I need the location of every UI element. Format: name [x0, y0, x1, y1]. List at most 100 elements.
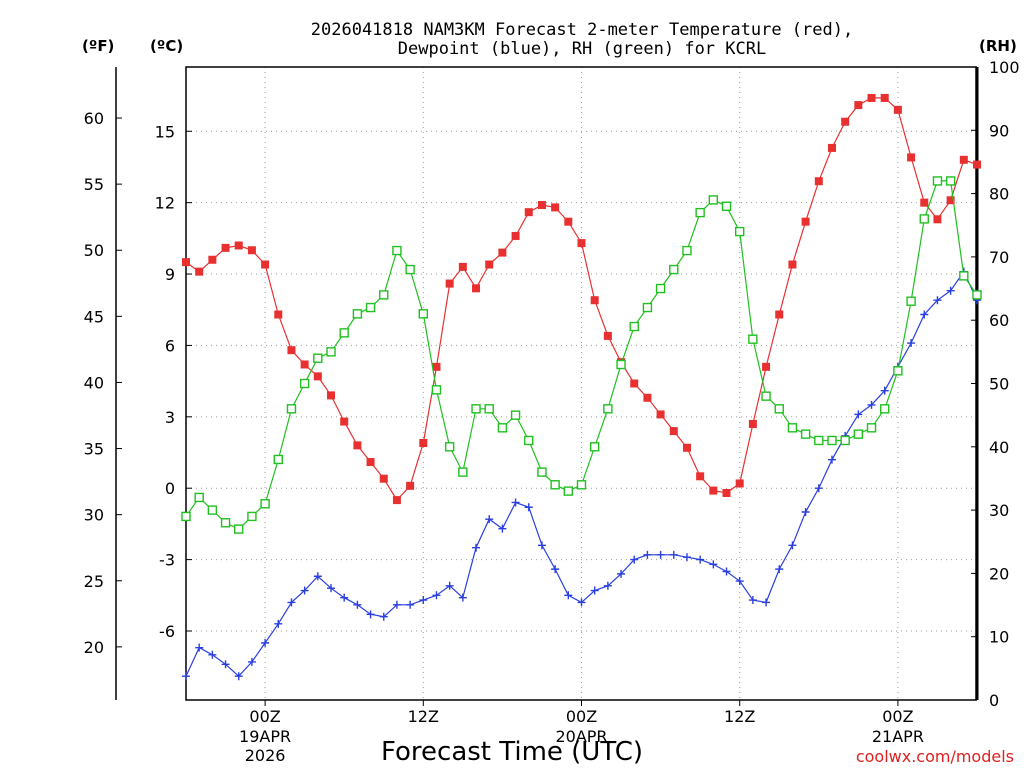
- temperature-point: [827, 143, 836, 152]
- temperature-series-line: [185, 97, 978, 502]
- temperature-point: [419, 438, 428, 447]
- rh-point: [880, 404, 890, 414]
- x-tick-label: 12Z: [724, 707, 755, 726]
- temperature-point: [775, 310, 784, 319]
- series-layer: [181, 93, 982, 681]
- rh-point: [629, 321, 639, 332]
- fahrenheit-tick-label: 60: [84, 109, 104, 128]
- temperature-point: [630, 379, 639, 388]
- rh-point: [840, 435, 850, 446]
- temperature-point: [406, 481, 415, 490]
- fahrenheit-tick-label: 35: [84, 440, 104, 459]
- dewpoint-point: [221, 660, 230, 669]
- dewpoint-point: [353, 600, 362, 609]
- temperature-point: [353, 441, 362, 450]
- celsius-tick-label: -3: [159, 551, 175, 570]
- temperature-point: [472, 284, 481, 293]
- temperature-point: [762, 362, 771, 371]
- temperature-point: [432, 362, 441, 371]
- dewpoint-point: [564, 591, 573, 600]
- rh-point: [906, 296, 916, 306]
- rh-point: [787, 423, 798, 433]
- credit-text: coolwx.com/models: [856, 747, 1014, 766]
- rh-point: [313, 353, 323, 363]
- temperature-point: [366, 458, 375, 467]
- dewpoint-point: [327, 584, 336, 593]
- temperature-point: [643, 393, 652, 402]
- dewpoint-point: [274, 619, 283, 628]
- temperature-point: [669, 427, 678, 436]
- rh-tick-label: 40: [989, 438, 1009, 457]
- dewpoint-point: [920, 310, 929, 319]
- rh-point: [866, 423, 877, 433]
- chart-title-line-2: Dewpoint (blue), RH (green) for KCRL: [398, 39, 766, 59]
- dewpoint-point: [419, 596, 428, 605]
- fahrenheit-tick-label: 50: [84, 241, 104, 260]
- dewpoint-point: [247, 657, 256, 666]
- rh-point: [392, 245, 402, 256]
- dewpoint-point: [392, 600, 401, 609]
- x-axis-title: Forecast Time (UTC): [381, 737, 643, 767]
- rh-point: [589, 442, 600, 452]
- rh-point: [537, 467, 547, 477]
- temperature-point: [946, 196, 955, 205]
- dewpoint-point: [788, 541, 797, 550]
- temperature-point: [735, 479, 744, 488]
- rh-tick-label: 70: [989, 248, 1009, 267]
- rh-point: [919, 214, 929, 224]
- rh-point: [893, 366, 903, 376]
- dewpoint-point: [432, 591, 441, 600]
- rh-point: [669, 264, 679, 275]
- celsius-tick-label: 9: [165, 265, 175, 284]
- rh-point: [748, 334, 758, 344]
- dewpoint-point: [775, 565, 784, 574]
- temperature-point: [696, 472, 705, 481]
- dewpoint-point: [696, 555, 705, 564]
- temperature-point: [788, 260, 797, 269]
- rh-tick-label: 20: [989, 564, 1009, 583]
- temperature-point: [392, 496, 401, 505]
- dewpoint-point: [762, 598, 771, 607]
- rh-point: [616, 359, 626, 370]
- dewpoint-point: [880, 386, 889, 395]
- rh-point: [721, 201, 732, 211]
- dewpoint-point: [603, 581, 612, 590]
- x-tick-label: 00Z: [249, 707, 280, 726]
- temperature-point: [814, 177, 823, 186]
- dewpoint-point: [472, 543, 481, 552]
- temperature-point: [920, 198, 929, 207]
- rh-point: [959, 271, 969, 281]
- temperature-point: [511, 231, 520, 240]
- rh-point: [471, 404, 481, 414]
- rh-point: [181, 511, 191, 522]
- temperature-point: [841, 117, 850, 126]
- rh-point: [563, 486, 574, 496]
- rh-point: [247, 511, 257, 522]
- dewpoint-point: [617, 569, 626, 578]
- temperature-point: [722, 488, 731, 497]
- rh-tick-label: 50: [989, 375, 1009, 394]
- temperature-point: [221, 243, 230, 252]
- x-tick-label: 00Z: [566, 707, 597, 726]
- temperature-point: [854, 101, 863, 110]
- fahrenheit-tick-label: 30: [84, 506, 104, 525]
- rh-point: [431, 385, 442, 395]
- temperature-point: [880, 93, 889, 102]
- temperature-point: [524, 208, 533, 217]
- temperature-point: [247, 246, 256, 255]
- temperature-point: [498, 248, 507, 257]
- x-tick-label: 12Z: [408, 707, 439, 726]
- temperature-point: [907, 153, 916, 162]
- dewpoint-point: [748, 596, 757, 605]
- temperature-point: [656, 410, 665, 419]
- temperature-point: [234, 241, 243, 250]
- dewpoint-point: [208, 650, 217, 659]
- x-tick-date-label: 20APR: [555, 727, 607, 746]
- rh-point: [194, 492, 204, 503]
- dewpoint-point: [366, 610, 375, 619]
- rh-point: [524, 435, 534, 446]
- celsius-unit-label: (ºC): [150, 37, 183, 55]
- temperature-point: [748, 419, 757, 428]
